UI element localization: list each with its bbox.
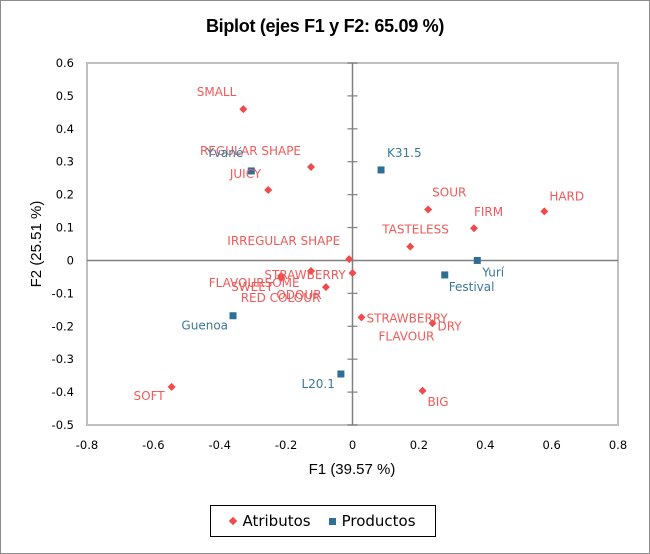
attribute-label: FIRM xyxy=(474,205,503,219)
x-tick-label: -0.4 xyxy=(209,438,231,452)
attribute-point xyxy=(307,162,316,171)
attribute-point xyxy=(428,319,437,328)
attribute-point xyxy=(348,268,357,277)
attribute-label: STRAWBERRY xyxy=(366,311,448,325)
attribute-point xyxy=(239,105,248,114)
attribute-point xyxy=(264,186,273,195)
attribute-point xyxy=(424,205,433,214)
product-label: K31.5 xyxy=(387,146,422,160)
y-tick-label: 0 xyxy=(67,253,74,267)
product-point xyxy=(441,271,449,279)
x-axis-title: F1 (39.57 %) xyxy=(309,461,396,478)
x-tick-labels: -0.8 -0.6 -0.4 -0.2 0 0.2 0.4 0.6 0.8 xyxy=(76,438,627,452)
attribute-label: ODOUR xyxy=(276,288,321,302)
legend-item-productos[interactable]: Productos xyxy=(328,512,416,530)
attribute-point xyxy=(418,386,427,395)
chart-title: Biplot (ejes F1 y F2: 65.09 %) xyxy=(205,16,445,36)
attribute-point xyxy=(345,255,354,264)
attribute-point xyxy=(277,273,286,282)
square-marker-icon xyxy=(328,517,336,525)
attribute-label: SMALL xyxy=(197,85,237,99)
y-tick-label: -0.4 xyxy=(52,385,74,399)
attribute-label: SOUR xyxy=(432,185,466,199)
x-tick-label: -0.2 xyxy=(275,438,297,452)
product-point xyxy=(337,370,345,378)
diamond-marker-icon xyxy=(229,516,238,526)
product-point xyxy=(229,312,237,320)
y-tick-label: 0.3 xyxy=(56,155,74,169)
data-points xyxy=(167,105,549,395)
product-point xyxy=(377,166,385,174)
attribute-label: REGULAR SHAPE xyxy=(200,144,301,158)
x-tick-label: 0.6 xyxy=(542,438,560,452)
product-label: Yurí xyxy=(481,265,504,279)
y-tick-label: -0.5 xyxy=(52,418,74,432)
y-tick-label: -0.2 xyxy=(52,319,74,333)
attribute-label: FLAVOURSOME xyxy=(209,276,300,290)
y-tick-label: -0.3 xyxy=(52,352,74,366)
legend-label: Atributos xyxy=(242,512,311,530)
y-tick-label: 0.6 xyxy=(56,56,74,70)
x-tick-label: -0.6 xyxy=(142,438,164,452)
product-point xyxy=(247,167,255,175)
attribute-label: SOFT xyxy=(134,389,166,403)
x-tick-label: -0.8 xyxy=(76,438,98,452)
product-label: Yvané xyxy=(205,146,243,160)
y-tick-label: 0.2 xyxy=(56,188,74,202)
attribute-label: TASTELESS xyxy=(381,223,449,237)
y-tick-label: 0.1 xyxy=(56,221,74,235)
attribute-label: DRY xyxy=(437,319,462,333)
attribute-point xyxy=(406,242,415,251)
legend-item-atributos[interactable]: Atributos xyxy=(229,512,311,530)
attribute-label: IRREGULAR SHAPE xyxy=(227,234,340,248)
axes xyxy=(87,62,618,426)
product-label: Festival xyxy=(449,280,495,294)
legend-label: Productos xyxy=(341,512,416,530)
y-tick-label: 0.5 xyxy=(56,89,74,103)
legend: Atributos Productos xyxy=(210,505,436,537)
attribute-point xyxy=(307,266,316,275)
product-label: L20.1 xyxy=(301,377,334,391)
attribute-point xyxy=(167,382,176,391)
y-tick-label: -0.1 xyxy=(52,286,74,300)
attribute-label: RED COLOUR xyxy=(241,291,321,305)
attribute-point xyxy=(357,313,366,322)
attribute-label: SWEET xyxy=(231,280,274,294)
y-tick-label: 0.4 xyxy=(56,122,74,136)
attribute-point xyxy=(469,224,478,233)
x-tick-label: 0.4 xyxy=(476,438,494,452)
attribute-label: BIG xyxy=(428,395,449,409)
x-tick-label: 0.8 xyxy=(609,438,627,452)
x-tick-label: 0.2 xyxy=(410,438,428,452)
attribute-point xyxy=(540,207,549,216)
x-tick-label: 0 xyxy=(349,438,356,452)
y-tick-labels: 0.6 0.5 0.4 0.3 0.2 0.1 0 -0.1 -0.2 -0.3 -0.4 -0.5 xyxy=(52,56,74,432)
attribute-point xyxy=(321,283,330,292)
y-axis-title: F2 (25.51 %) xyxy=(28,201,45,288)
data-labels: SMALL REGULAR SHAPE JUICY SOUR HARD FIRM TASTE… xyxy=(134,85,585,409)
attribute-label: JUICY xyxy=(229,167,262,181)
attribute-label: HARD xyxy=(549,189,584,203)
attribute-label: FLAVOUR xyxy=(378,329,434,343)
product-label: Guenoa xyxy=(181,319,228,333)
product-point xyxy=(473,256,481,264)
attribute-label: STRAWBERRY xyxy=(264,268,346,282)
